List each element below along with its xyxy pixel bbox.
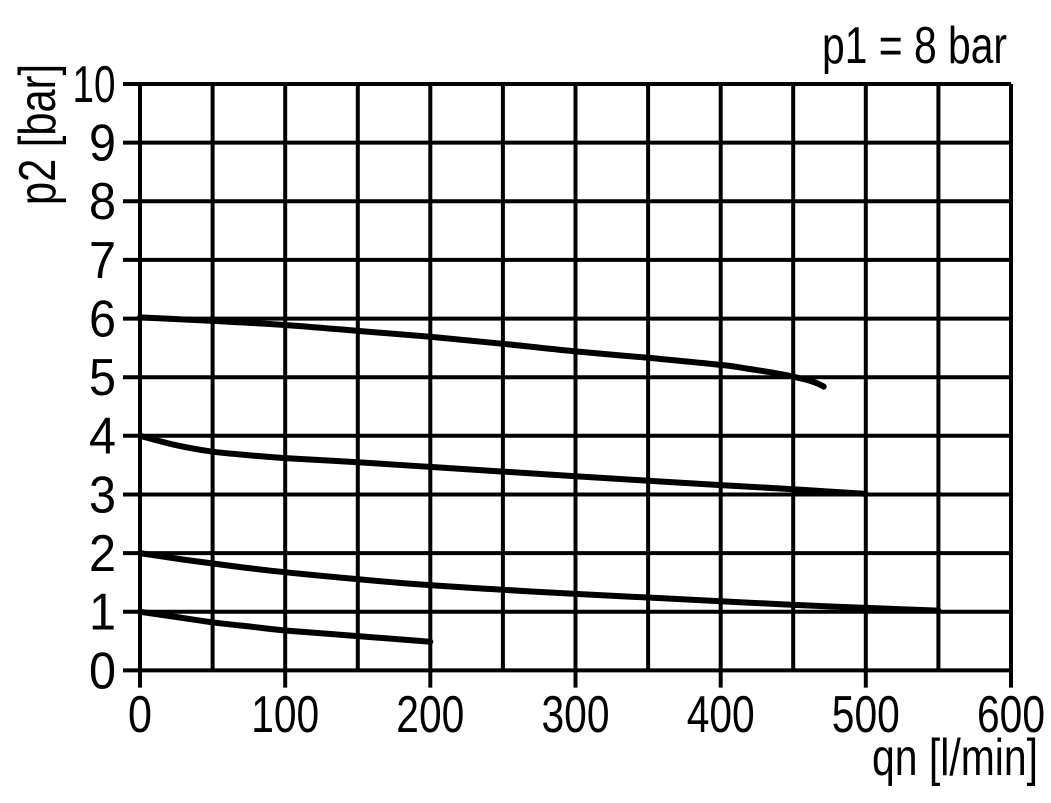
svg-text:6: 6: [89, 291, 116, 349]
svg-text:200: 200: [396, 686, 464, 744]
svg-text:100: 100: [251, 686, 319, 744]
svg-text:8: 8: [89, 173, 116, 231]
svg-text:3: 3: [89, 466, 116, 524]
svg-text:qn [l/min]: qn [l/min]: [872, 729, 1038, 787]
svg-text:0: 0: [89, 642, 116, 700]
svg-text:500: 500: [832, 686, 900, 744]
svg-text:2: 2: [89, 525, 116, 583]
svg-text:10: 10: [73, 56, 116, 114]
svg-text:300: 300: [542, 686, 610, 744]
svg-text:p1 = 8 bar: p1 = 8 bar: [822, 17, 1007, 75]
svg-text:5: 5: [89, 349, 116, 407]
svg-text:4: 4: [89, 408, 116, 466]
svg-text:7: 7: [89, 232, 116, 290]
svg-text:0: 0: [128, 686, 152, 744]
svg-text:p2 [bar]: p2 [bar]: [9, 64, 67, 205]
svg-text:600: 600: [977, 686, 1045, 744]
svg-text:1: 1: [89, 584, 116, 642]
svg-text:9: 9: [89, 115, 116, 173]
svg-text:400: 400: [687, 686, 755, 744]
